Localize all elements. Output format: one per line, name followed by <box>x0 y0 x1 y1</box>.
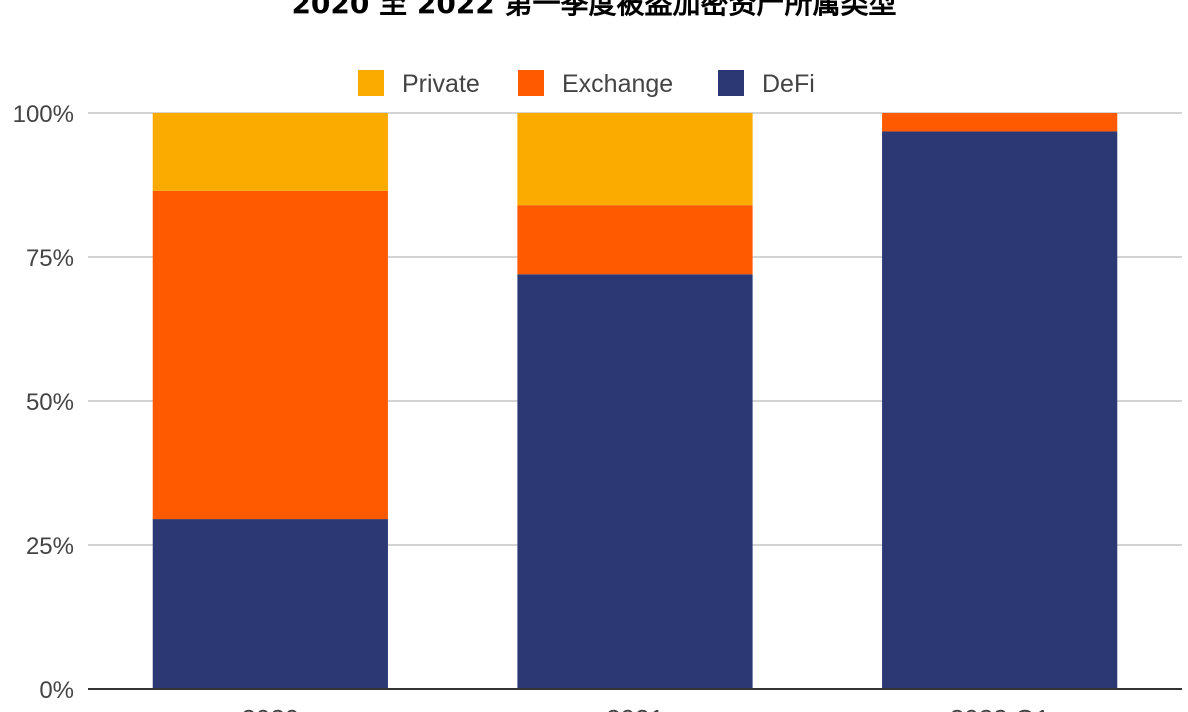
legend-swatch-private <box>358 70 384 96</box>
y-tick-label: 50% <box>26 389 74 416</box>
legend-label-private: Private <box>402 70 480 98</box>
bar-defi-2021 <box>517 274 753 689</box>
category-label: 2021 <box>606 704 664 712</box>
legend-swatch-exchange <box>518 70 544 96</box>
y-tick-label: 75% <box>26 245 74 272</box>
bar-exchange-2021 <box>517 205 753 275</box>
bar-defi-2022-q1 <box>882 131 1118 689</box>
y-tick-label: 100% <box>13 101 74 128</box>
y-axis-ticks: 0% 25% 50% 75% 100% <box>13 101 74 704</box>
legend-label-defi: DeFi <box>762 70 815 98</box>
category-label: 2020 <box>241 704 299 712</box>
legend-label-exchange: Exchange <box>562 70 673 98</box>
legend-swatch-defi <box>718 70 744 96</box>
bar-exchange-2020 <box>152 190 388 520</box>
bars <box>152 113 1118 689</box>
bar-private-2021 <box>517 113 753 206</box>
bar-private-2020 <box>152 113 388 191</box>
legend: Private Exchange DeFi <box>358 70 815 98</box>
bar-defi-2020 <box>152 519 388 689</box>
y-tick-label: 25% <box>26 533 74 560</box>
y-tick-label: 0% <box>39 677 74 704</box>
x-axis: 2020 2021 2022 Q1 <box>88 688 1182 712</box>
bar-exchange-2022-q1 <box>882 113 1118 132</box>
chart-title: 2020 至 2022 第一季度被盗加密资产所属类型 <box>291 0 897 20</box>
category-label: 2022 Q1 <box>950 704 1050 712</box>
